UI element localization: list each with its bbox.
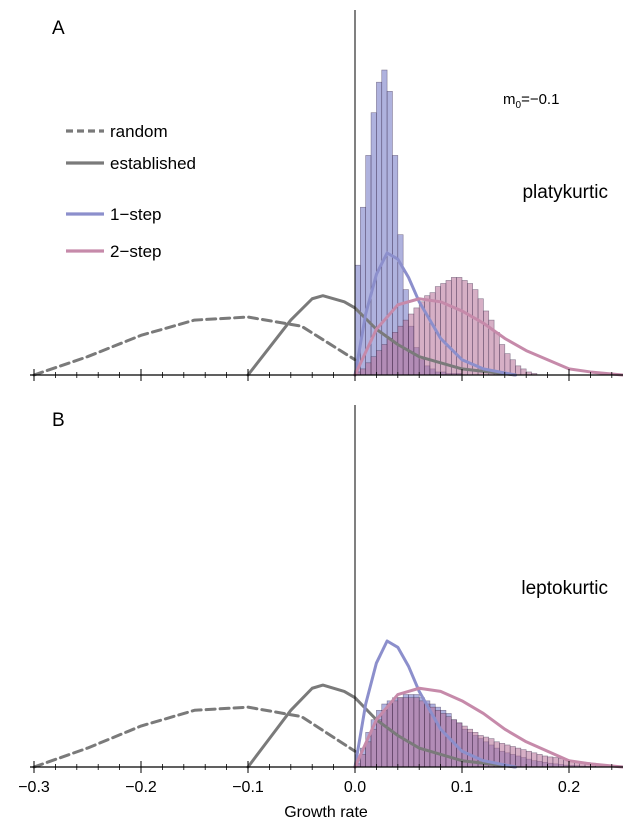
hist-bar-two-step — [376, 350, 383, 376]
panel-a-curves — [32, 251, 623, 377]
hist-bar-two-step — [424, 703, 431, 768]
hist-bar-two-step — [472, 289, 479, 376]
hist-bar-two-step — [392, 331, 399, 376]
panel-a-axis — [30, 10, 623, 381]
x-tick-label: −0.3 — [18, 779, 50, 796]
hist-bar-two-step — [477, 298, 484, 376]
hist-bar-two-step — [493, 331, 500, 376]
hist-bar-two-step — [520, 749, 527, 768]
panel-b-curves — [32, 639, 623, 769]
hist-bar-two-step — [365, 741, 372, 768]
panel-a: A platykurtic m0=−0.1 random established… — [30, 10, 623, 381]
hist-bar-two-step — [370, 728, 377, 768]
x-axis-label: Growth rate — [284, 804, 368, 821]
hist-bar-two-step — [397, 697, 404, 768]
curve-established — [246, 294, 517, 377]
hist-bar-one-step — [360, 206, 367, 376]
m0-value: =−0.1 — [521, 91, 559, 108]
hist-bar-two-step — [418, 301, 425, 376]
hist-bar-two-step — [413, 697, 420, 768]
hist-bar-two-step — [386, 338, 393, 376]
x-tick-label: −0.1 — [232, 779, 264, 796]
x-tick-labels: −0.3 −0.2 −0.1 0.0 0.1 0.2 — [18, 779, 580, 796]
panel-a-histograms — [354, 69, 538, 376]
legend-two-step-label: 2−step — [110, 242, 162, 261]
hist-bar-two-step — [370, 356, 377, 376]
curve-random — [32, 315, 357, 377]
hist-bar-two-step — [499, 344, 506, 376]
hist-bar-two-step — [413, 307, 420, 376]
hist-bar-two-step — [397, 325, 404, 376]
legend-established-label: established — [110, 154, 196, 173]
hist-bar-two-step — [445, 280, 452, 376]
hist-bar-two-step — [381, 709, 388, 768]
hist-bar-two-step — [386, 703, 393, 768]
hist-bar-two-step — [450, 277, 457, 376]
legend-random-label: random — [110, 122, 168, 141]
hist-bar-two-step — [365, 362, 372, 376]
m0-subscript: 0 — [516, 100, 522, 111]
legend: random established 1−step 2−step — [66, 122, 196, 261]
hist-bar-two-step — [531, 752, 538, 768]
hist-bar-two-step — [536, 754, 543, 768]
hist-bar-two-step — [418, 700, 425, 768]
hist-bar-two-step — [381, 344, 388, 376]
panel-b: B leptokurtic — [30, 405, 623, 773]
hist-bar-two-step — [525, 750, 532, 768]
panel-b-title: leptokurtic — [521, 578, 608, 599]
hist-bar-two-step — [552, 757, 559, 768]
x-tick-label: 0.0 — [344, 779, 366, 796]
hist-bar-two-step — [440, 713, 447, 768]
hist-bar-two-step — [445, 716, 452, 768]
m0-annotation: m0=−0.1 — [503, 91, 559, 111]
hist-bar-two-step — [440, 283, 447, 376]
curve-two-step — [353, 297, 623, 377]
x-tick-label: 0.2 — [558, 779, 580, 796]
m0-prefix: m — [503, 91, 516, 108]
curve-one-step — [353, 639, 517, 769]
curve-random — [32, 705, 357, 769]
hist-bar-two-step — [547, 756, 554, 768]
hist-bar-one-step — [381, 69, 388, 376]
hist-bar-two-step — [515, 747, 522, 768]
hist-bar-one-step — [386, 91, 393, 376]
panel-a-title: platykurtic — [522, 182, 608, 203]
panel-b-axis — [30, 405, 623, 773]
hist-bar-two-step — [429, 292, 436, 376]
hist-bar-two-step — [515, 365, 522, 376]
x-tick-label: 0.1 — [451, 779, 473, 796]
hist-bar-two-step — [557, 758, 564, 768]
hist-bar-two-step — [408, 697, 415, 768]
hist-bar-two-step — [509, 746, 516, 768]
curve-two-step — [353, 686, 623, 769]
curve-one-step — [353, 251, 517, 377]
legend-one-step-label: 1−step — [110, 205, 162, 224]
hist-bar-two-step — [376, 719, 383, 768]
x-tick-label: −0.2 — [125, 779, 157, 796]
hist-bar-two-step — [541, 755, 548, 768]
hist-bar-two-step — [483, 310, 490, 376]
panel-b-histograms — [354, 694, 623, 768]
hist-bar-two-step — [520, 368, 527, 376]
panel-b-label: B — [52, 410, 65, 431]
panel-a-label: A — [52, 18, 65, 39]
hist-bar-two-step — [424, 295, 431, 376]
hist-bar-two-step — [408, 313, 415, 376]
curve-established — [246, 683, 517, 769]
hist-bar-two-step — [402, 697, 409, 768]
hist-bar-two-step — [360, 368, 367, 376]
